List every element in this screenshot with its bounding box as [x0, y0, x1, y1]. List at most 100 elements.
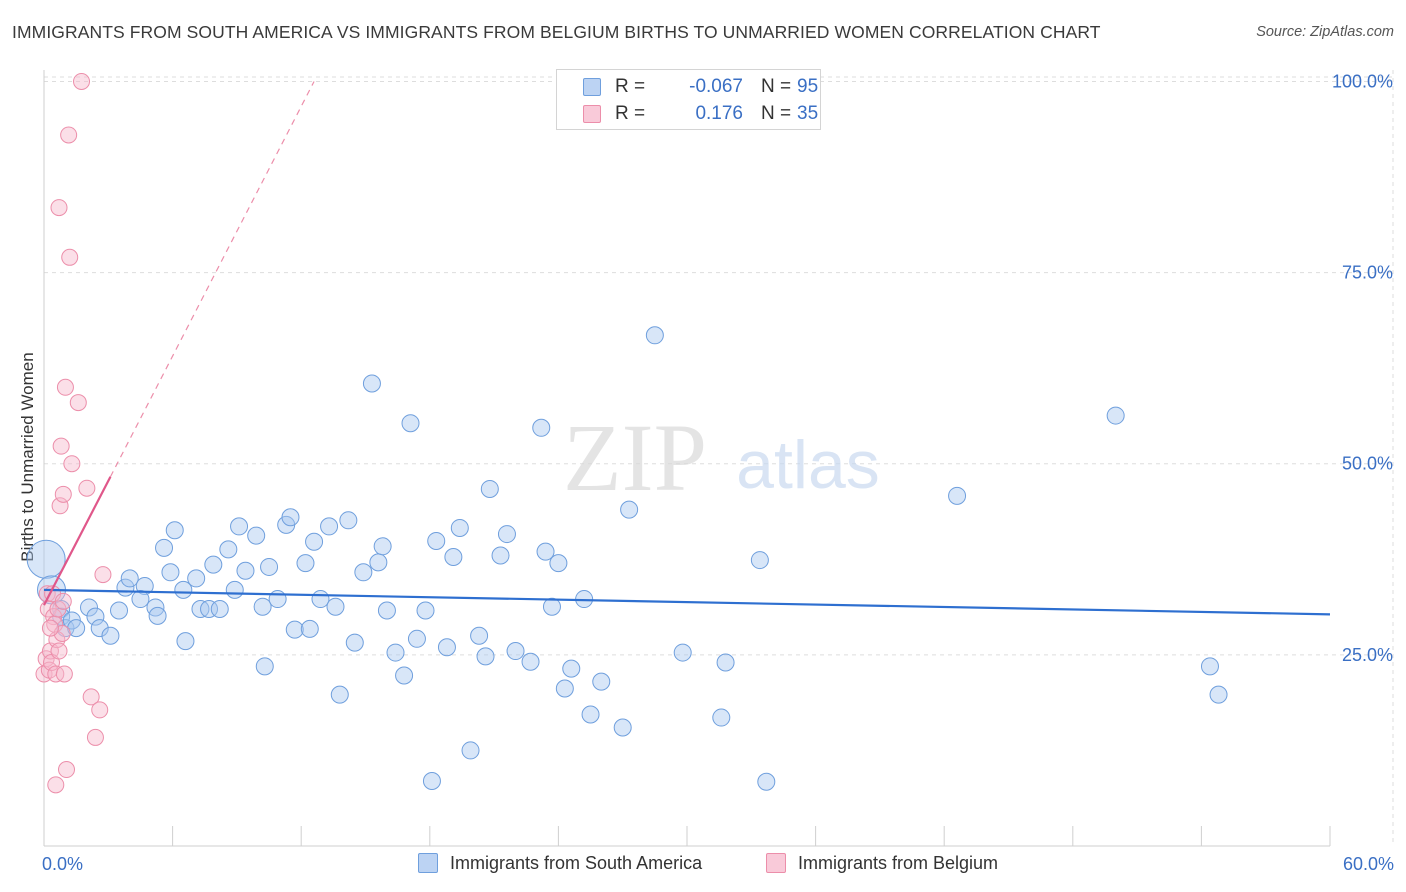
- data-point-belgium: [54, 485, 72, 503]
- data-point-belgium: [61, 248, 79, 266]
- data-point-south-america: [645, 326, 664, 345]
- data-point-belgium: [41, 619, 59, 637]
- data-point-south-america: [161, 563, 180, 582]
- data-point-south-america: [120, 569, 139, 588]
- data-point-south-america: [613, 718, 632, 737]
- data-point-south-america: [549, 554, 568, 573]
- trend-line-belgium: [43, 476, 112, 606]
- data-point-south-america: [90, 619, 109, 638]
- data-point-south-america: [200, 599, 219, 618]
- data-point-belgium: [69, 394, 87, 412]
- data-point-south-america: [562, 659, 581, 678]
- trend-line-south-america: [43, 588, 1331, 616]
- data-point-south-america: [476, 647, 495, 666]
- data-point-south-america: [506, 642, 525, 661]
- data-point-belgium: [58, 761, 76, 779]
- data-point-south-america: [174, 580, 193, 599]
- data-point-south-america: [407, 629, 426, 648]
- data-point-south-america: [427, 531, 446, 550]
- y-tick-label: 100.0%: [1332, 71, 1393, 91]
- legend-r-value: 0.176: [695, 103, 743, 124]
- y-tick-label: 50.0%: [1342, 454, 1393, 474]
- data-point-south-america: [386, 643, 405, 662]
- bottom-legend-label: Immigrants from South America: [450, 853, 703, 873]
- data-point-south-america: [204, 555, 223, 574]
- data-point-south-america: [260, 557, 279, 576]
- data-point-belgium: [63, 455, 81, 473]
- data-point-south-america: [401, 414, 420, 433]
- data-point-south-america: [673, 643, 692, 662]
- x-tick-label: 0.0%: [42, 854, 83, 874]
- data-point-south-america: [620, 500, 639, 519]
- data-point-south-america: [712, 708, 731, 727]
- data-point-south-america: [521, 652, 540, 671]
- series-belgium-points: [35, 72, 112, 794]
- gridlines: [44, 70, 1394, 846]
- data-point-belgium: [91, 701, 109, 719]
- bottom-legend-swatch-pink: [766, 853, 786, 873]
- trend-lines: [43, 81, 1331, 616]
- data-point-south-america: [1209, 685, 1228, 704]
- bottom-legend-label: Immigrants from Belgium: [798, 853, 999, 873]
- data-point-south-america: [80, 598, 99, 617]
- source-credit: Source: ZipAtlas.com: [1256, 24, 1394, 40]
- data-point-south-america: [444, 548, 463, 567]
- data-point-south-america: [305, 532, 324, 551]
- data-point-south-america: [26, 539, 66, 579]
- data-point-south-america: [373, 537, 392, 556]
- data-point-south-america: [416, 601, 435, 620]
- trend-line-belgium-extension: [109, 81, 315, 478]
- data-point-belgium: [56, 378, 74, 396]
- x-tick-label: 60.0%: [1343, 854, 1394, 874]
- data-point-south-america: [345, 633, 364, 652]
- data-point-south-america: [225, 580, 244, 599]
- data-point-south-america: [757, 772, 776, 791]
- data-point-south-america: [369, 553, 388, 572]
- data-point-south-america: [300, 619, 319, 638]
- data-point-south-america: [326, 597, 345, 616]
- data-point-belgium: [55, 665, 73, 683]
- data-point-south-america: [236, 561, 255, 580]
- series-south-america-points: [26, 326, 1228, 791]
- data-point-south-america: [362, 374, 381, 393]
- chart-title: IMMIGRANTS FROM SOUTH AMERICA VS IMMIGRA…: [12, 22, 1101, 42]
- data-point-south-america: [148, 606, 167, 625]
- data-point-belgium: [82, 688, 100, 706]
- data-point-south-america: [377, 601, 396, 620]
- data-point-belgium: [73, 72, 91, 90]
- data-point-south-america: [354, 563, 373, 582]
- y-tick-label: 25.0%: [1342, 645, 1393, 665]
- data-point-south-america: [1200, 657, 1219, 676]
- data-point-south-america: [437, 638, 456, 657]
- data-point-south-america: [716, 653, 735, 672]
- data-point-south-america: [165, 521, 184, 540]
- legend-r-label: R =: [615, 76, 646, 97]
- data-point-south-america: [131, 590, 150, 609]
- data-point-south-america: [592, 672, 611, 691]
- data-point-south-america: [536, 542, 555, 561]
- legend-n-value: 95: [797, 76, 819, 97]
- data-point-south-america: [311, 590, 330, 609]
- watermark: ZIP atlas: [563, 404, 880, 511]
- data-point-south-america: [491, 546, 510, 565]
- y-tick-label: 75.0%: [1342, 263, 1393, 283]
- data-point-south-america: [750, 551, 769, 570]
- data-point-south-america: [395, 666, 414, 685]
- legend-swatch-blue: [583, 78, 601, 96]
- data-point-south-america: [948, 486, 967, 505]
- data-point-south-america: [187, 569, 206, 588]
- data-point-south-america: [480, 479, 499, 498]
- legend-n-label: N =: [761, 103, 792, 124]
- data-point-south-america: [101, 626, 120, 645]
- legend-r-value: -0.067: [689, 76, 743, 97]
- data-point-south-america: [86, 607, 105, 626]
- legend-n-label: N =: [761, 76, 792, 97]
- data-point-south-america: [253, 597, 272, 616]
- data-point-south-america: [296, 554, 315, 573]
- data-point-south-america: [461, 741, 480, 760]
- data-point-south-america: [210, 599, 229, 618]
- data-point-south-america: [155, 538, 174, 557]
- data-point-belgium: [60, 126, 78, 144]
- data-point-south-america: [1106, 406, 1125, 425]
- watermark-zip: ZIP: [563, 404, 707, 511]
